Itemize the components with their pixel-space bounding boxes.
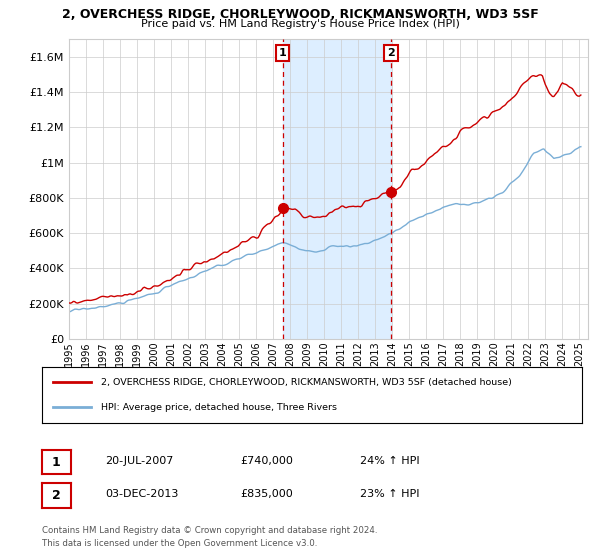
Text: 1: 1	[278, 48, 286, 58]
Text: 2: 2	[52, 489, 61, 502]
Text: 1: 1	[52, 455, 61, 469]
Text: 24% ↑ HPI: 24% ↑ HPI	[360, 456, 419, 466]
Text: HPI: Average price, detached house, Three Rivers: HPI: Average price, detached house, Thre…	[101, 403, 337, 412]
Text: 20-JUL-2007: 20-JUL-2007	[105, 456, 173, 466]
Text: 03-DEC-2013: 03-DEC-2013	[105, 489, 178, 500]
Text: 23% ↑ HPI: 23% ↑ HPI	[360, 489, 419, 500]
Text: Price paid vs. HM Land Registry's House Price Index (HPI): Price paid vs. HM Land Registry's House …	[140, 19, 460, 29]
Text: 2, OVERCHESS RIDGE, CHORLEYWOOD, RICKMANSWORTH, WD3 5SF: 2, OVERCHESS RIDGE, CHORLEYWOOD, RICKMAN…	[62, 8, 538, 21]
Text: £835,000: £835,000	[240, 489, 293, 500]
Text: £740,000: £740,000	[240, 456, 293, 466]
Bar	[283, 39, 391, 339]
Text: 2, OVERCHESS RIDGE, CHORLEYWOOD, RICKMANSWORTH, WD3 5SF (detached house): 2, OVERCHESS RIDGE, CHORLEYWOOD, RICKMAN…	[101, 378, 512, 387]
Text: This data is licensed under the Open Government Licence v3.0.: This data is licensed under the Open Gov…	[42, 539, 317, 548]
Text: 2: 2	[387, 48, 395, 58]
Text: Contains HM Land Registry data © Crown copyright and database right 2024.: Contains HM Land Registry data © Crown c…	[42, 526, 377, 535]
